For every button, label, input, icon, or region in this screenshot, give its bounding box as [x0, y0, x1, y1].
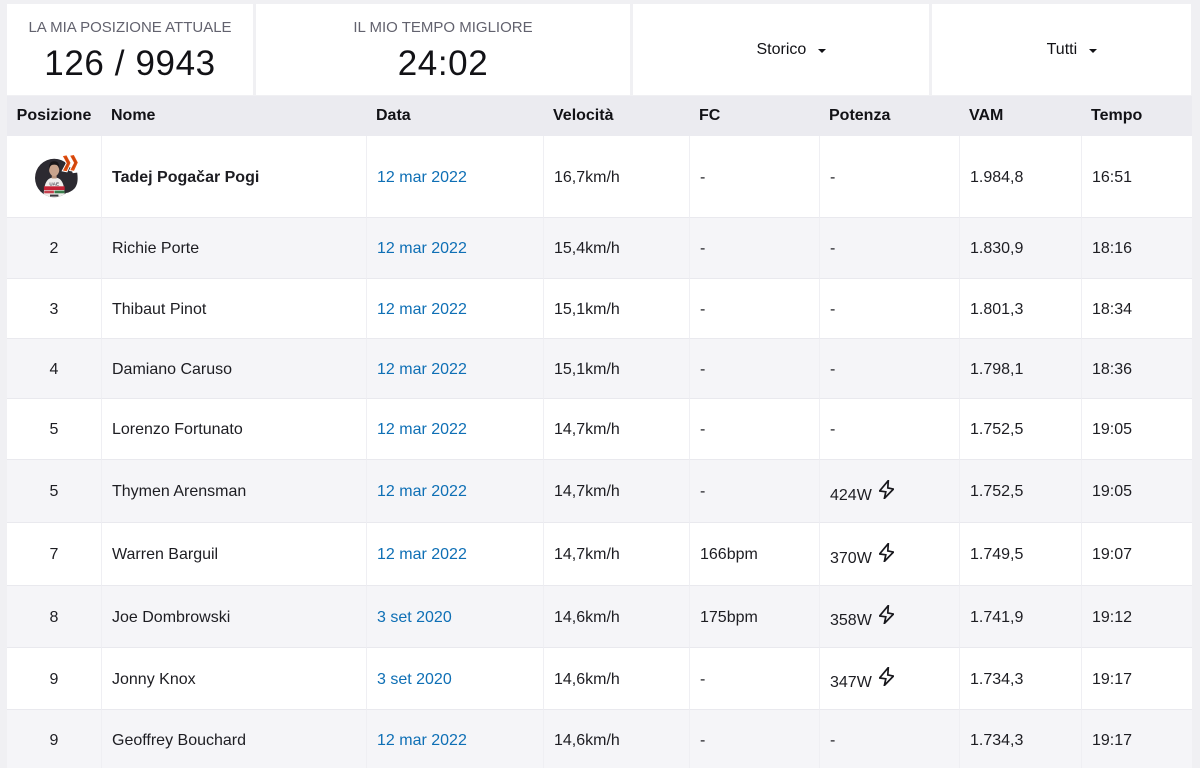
svg-text:UAE: UAE: [49, 181, 59, 186]
